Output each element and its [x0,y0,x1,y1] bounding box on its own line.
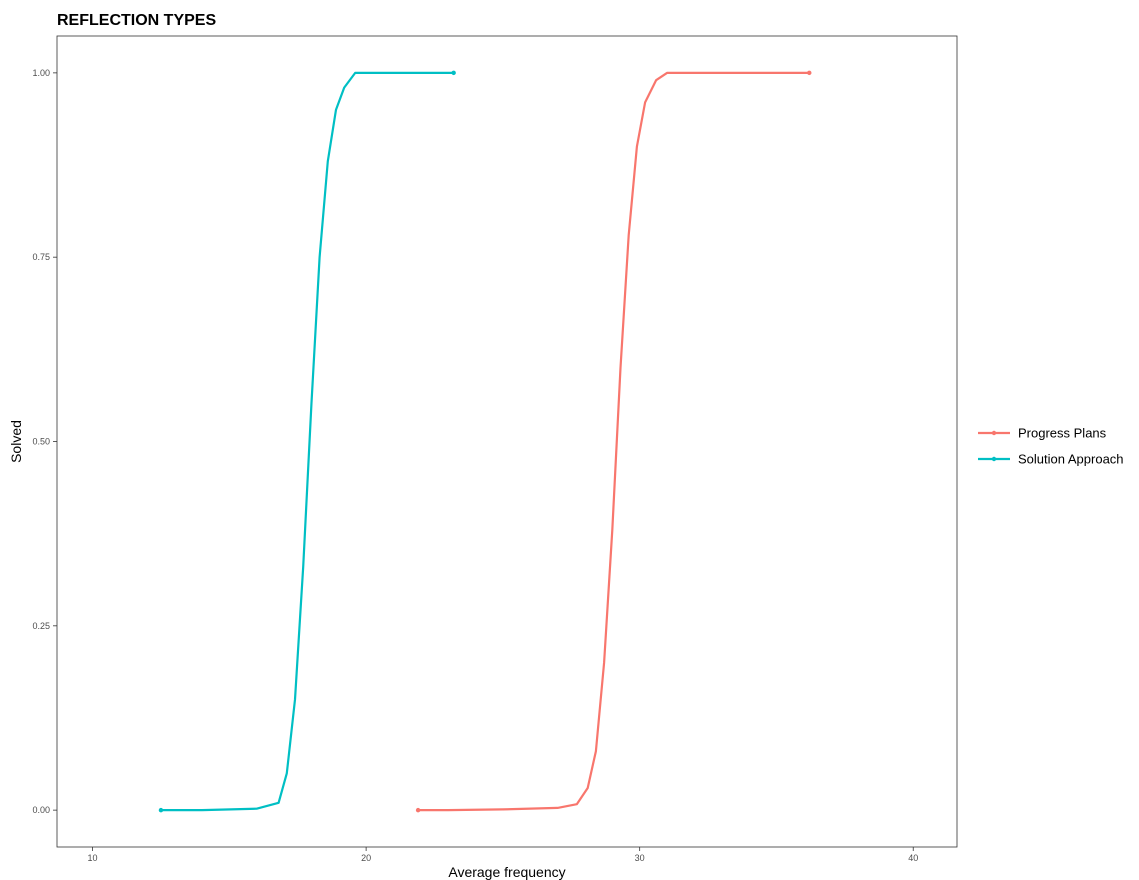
plot-panel [56,35,958,848]
series-line-solution-approach [159,71,455,812]
y-tick-label: 0.50 [32,437,50,447]
series-start-point [415,807,421,813]
series-lines [158,70,812,813]
x-axis: 10 20 30 40 [88,847,918,863]
y-tick-label: 0.00 [32,805,50,815]
series-line-progress-plans [417,71,811,812]
y-tick-label: 0.25 [32,621,50,631]
legend: Progress Plans Solution Approach [978,426,1124,467]
y-axis-title: Solved [8,420,24,463]
legend-label-solution-approach: Solution Approach [1018,452,1124,467]
chart-title: REFLECTION TYPES [57,12,216,29]
y-tick-label: 1.00 [32,68,50,78]
x-tick-label: 40 [908,853,918,863]
x-tick-label: 20 [361,853,371,863]
y-tick-label: 0.75 [32,252,50,262]
x-tick-label: 10 [88,853,98,863]
x-axis-title: Average frequency [448,864,565,880]
x-tick-label: 30 [635,853,645,863]
series-end-point [451,70,456,76]
legend-key-point [991,430,997,436]
legend-label-progress-plans: Progress Plans [1018,426,1107,441]
y-axis: 0.00 0.25 0.50 0.75 1.00 [32,68,57,815]
series-end-point [807,70,812,76]
series-start-point [158,807,164,813]
legend-key-point [991,456,997,462]
